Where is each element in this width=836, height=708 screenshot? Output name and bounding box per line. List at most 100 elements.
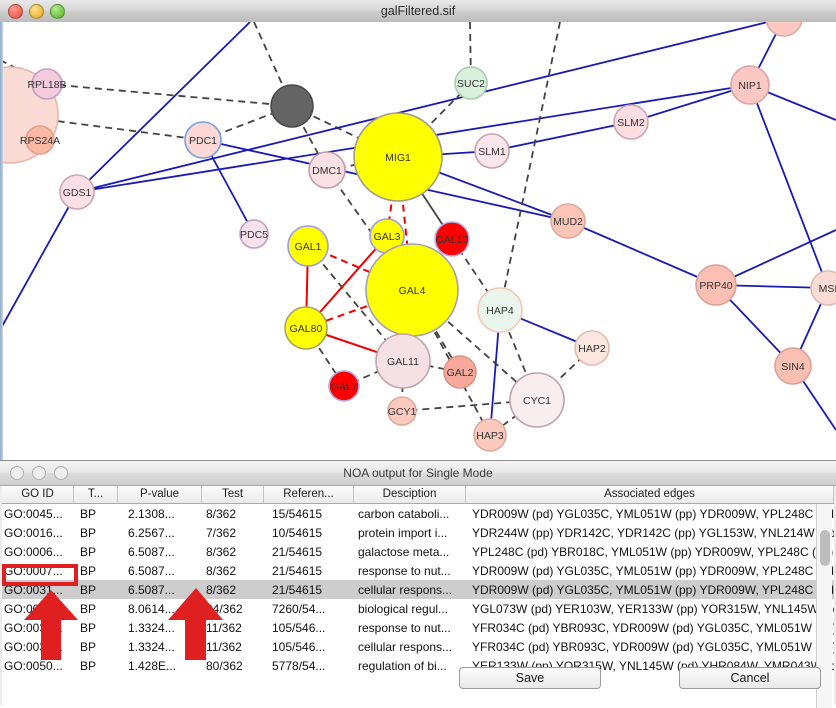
graph-node-RPS24A[interactable]: RPS24A [20, 125, 60, 155]
node-circle[interactable] [765, 22, 803, 37]
node-circle[interactable] [574, 330, 610, 366]
node-circle[interactable] [59, 174, 95, 210]
graph-node-SIN4[interactable]: SIN4 [774, 347, 812, 385]
graph-node-gray-node[interactable] [270, 84, 314, 128]
close-button-icon[interactable] [8, 4, 23, 19]
column-header-edge[interactable]: Associated edges [466, 486, 834, 503]
column-header-p[interactable]: P-value [118, 486, 202, 503]
table-row[interactable]: GO:0031... BP 6.5087... 8/362 21/54615 cellul… [2, 580, 834, 599]
graph-node-MUD2[interactable]: MUD2 [550, 203, 586, 239]
graph-node-HAP3[interactable]: HAP3 [473, 418, 507, 452]
graph-edge[interactable] [9, 114, 204, 141]
column-header-t[interactable]: T... [74, 486, 118, 503]
graph-node-GAL1[interactable]: GAL1 [287, 225, 329, 267]
graph-node-GAL4[interactable]: GAL4 [365, 243, 459, 337]
graph-edge[interactable] [46, 83, 293, 107]
node-circle[interactable] [387, 396, 417, 426]
node-circle[interactable] [473, 418, 507, 452]
cancel-button[interactable]: Cancel [679, 667, 821, 689]
column-header-go[interactable]: GO ID [2, 486, 74, 503]
network-canvas[interactable]: RPL18B RPS24A GDS1 PDC1 PDC5 DMC1 MIG1 SUC2 SLM1… [0, 22, 836, 460]
node-circle[interactable] [328, 370, 360, 402]
node-circle[interactable] [695, 264, 737, 306]
graph-node-GDS1[interactable]: GDS1 [59, 174, 95, 210]
graph-edge[interactable] [499, 22, 561, 311]
graph-node-PDC5[interactable]: PDC5 [239, 219, 269, 249]
graph-node-SUC2[interactable]: SUC2 [454, 66, 488, 100]
node-circle[interactable] [477, 287, 523, 333]
node-circle[interactable] [287, 225, 329, 267]
minimize-button-icon[interactable] [29, 4, 44, 19]
node-circle[interactable] [443, 355, 477, 389]
graph-edge[interactable] [715, 229, 836, 286]
graph-edge[interactable] [749, 84, 829, 289]
noa-window-controls[interactable] [10, 466, 68, 480]
graph-node-CYC1[interactable]: CYC1 [509, 372, 565, 428]
table-body[interactable]: GO:0045... BP 2.1308... 8/362 15/54615 carbon… [2, 504, 834, 675]
node-circle[interactable] [308, 151, 346, 189]
table-row[interactable]: GO:0006... BP 6.5087... 8/362 21/54615 galact… [2, 542, 834, 561]
node-circle[interactable] [184, 121, 222, 159]
graph-node-RPL18B[interactable]: RPL18B [27, 68, 67, 100]
noa-close-button-icon[interactable] [10, 466, 24, 480]
node-circle[interactable] [284, 306, 328, 350]
node-circle[interactable] [550, 203, 586, 239]
node-circle[interactable] [810, 270, 836, 306]
node-circle[interactable] [25, 125, 55, 155]
graph-node-GAL3[interactable]: GAL3 [369, 218, 405, 254]
graph-node-top-pink[interactable] [765, 22, 803, 37]
scrollbar-thumb[interactable] [820, 530, 830, 566]
graph-node-DMC1[interactable]: DMC1 [308, 151, 346, 189]
graph-node-GAL7[interactable]: GAL7 [328, 370, 360, 402]
graph-edge[interactable] [76, 22, 251, 193]
graph-node-SLM1[interactable]: SLM1 [474, 133, 510, 169]
window-controls[interactable] [8, 4, 65, 19]
graph-node-HAP2[interactable]: HAP2 [574, 330, 610, 366]
graph-node-GAL2[interactable]: GAL2 [443, 355, 477, 389]
graph-edge[interactable] [491, 121, 632, 152]
graph-node-SLM2[interactable]: SLM2 [613, 104, 649, 140]
node-circle[interactable] [454, 66, 488, 100]
node-circle[interactable] [375, 333, 431, 389]
graph-node-PDC1[interactable]: PDC1 [184, 121, 222, 159]
column-header-ref[interactable]: Referen... [264, 486, 354, 503]
node-circle[interactable] [270, 84, 314, 128]
node-circle[interactable] [434, 221, 470, 257]
table-row[interactable]: GO:0007... BP 6.5087... 8/362 21/54615 respon… [2, 561, 834, 580]
graph-node-MSI[interactable]: MSI [810, 270, 836, 306]
column-header-test[interactable]: Test [202, 486, 264, 503]
node-circle[interactable] [613, 104, 649, 140]
node-circle[interactable] [31, 68, 63, 100]
zoom-button-icon[interactable] [50, 4, 65, 19]
table-row[interactable]: GO:0016... BP 6.2567... 7/362 10/54615 protei… [2, 523, 834, 542]
graph-edge[interactable] [0, 191, 78, 331]
graph-node-GAL11[interactable]: GAL11 [375, 333, 431, 389]
column-header-desc[interactable]: Desciption [354, 486, 466, 503]
node-circle[interactable] [353, 112, 443, 202]
table-row[interactable]: GO:0045... BP 2.1308... 8/362 15/54615 carbon… [2, 504, 834, 523]
table-vertical-scrollbar[interactable] [816, 504, 832, 708]
node-circle[interactable] [774, 347, 812, 385]
graph-node-PRP40[interactable]: PRP40 [695, 264, 737, 306]
node-circle[interactable] [239, 219, 269, 249]
table-row[interactable]: GO:0031... BP 1.3324... 11/362 105/546... res… [2, 618, 834, 637]
graph-edge[interactable] [76, 22, 784, 193]
noa-zoom-button-icon[interactable] [54, 466, 68, 480]
node-circle[interactable] [474, 133, 510, 169]
node-circle[interactable] [509, 372, 565, 428]
graph-edge[interactable] [401, 399, 538, 412]
table-row[interactable]: GO:0065... BP 8.0614... 94/362 7260/54... bio… [2, 599, 834, 618]
graph-node-MIG1[interactable]: MIG1 [353, 112, 443, 202]
graph-edge[interactable] [630, 84, 751, 123]
graph-node-GAL10[interactable]: GAL10 [434, 221, 470, 257]
graph-node-GAL80[interactable]: GAL80 [284, 306, 328, 350]
node-circle[interactable] [730, 65, 770, 105]
table-row[interactable]: GO:0031... BP 1.3324... 11/362 105/546... cel… [2, 637, 834, 656]
graph-node-HAP4[interactable]: HAP4 [477, 287, 523, 333]
save-button[interactable]: Save [459, 667, 601, 689]
network-graph[interactable]: RPL18B RPS24A GDS1 PDC1 PDC5 DMC1 MIG1 SUC2 SLM1… [0, 22, 836, 460]
noa-minimize-button-icon[interactable] [32, 466, 46, 480]
graph-edge[interactable] [567, 220, 717, 286]
graph-node-GCY1[interactable]: GCY1 [387, 396, 417, 426]
graph-node-NIP1[interactable]: NIP1 [730, 65, 770, 105]
